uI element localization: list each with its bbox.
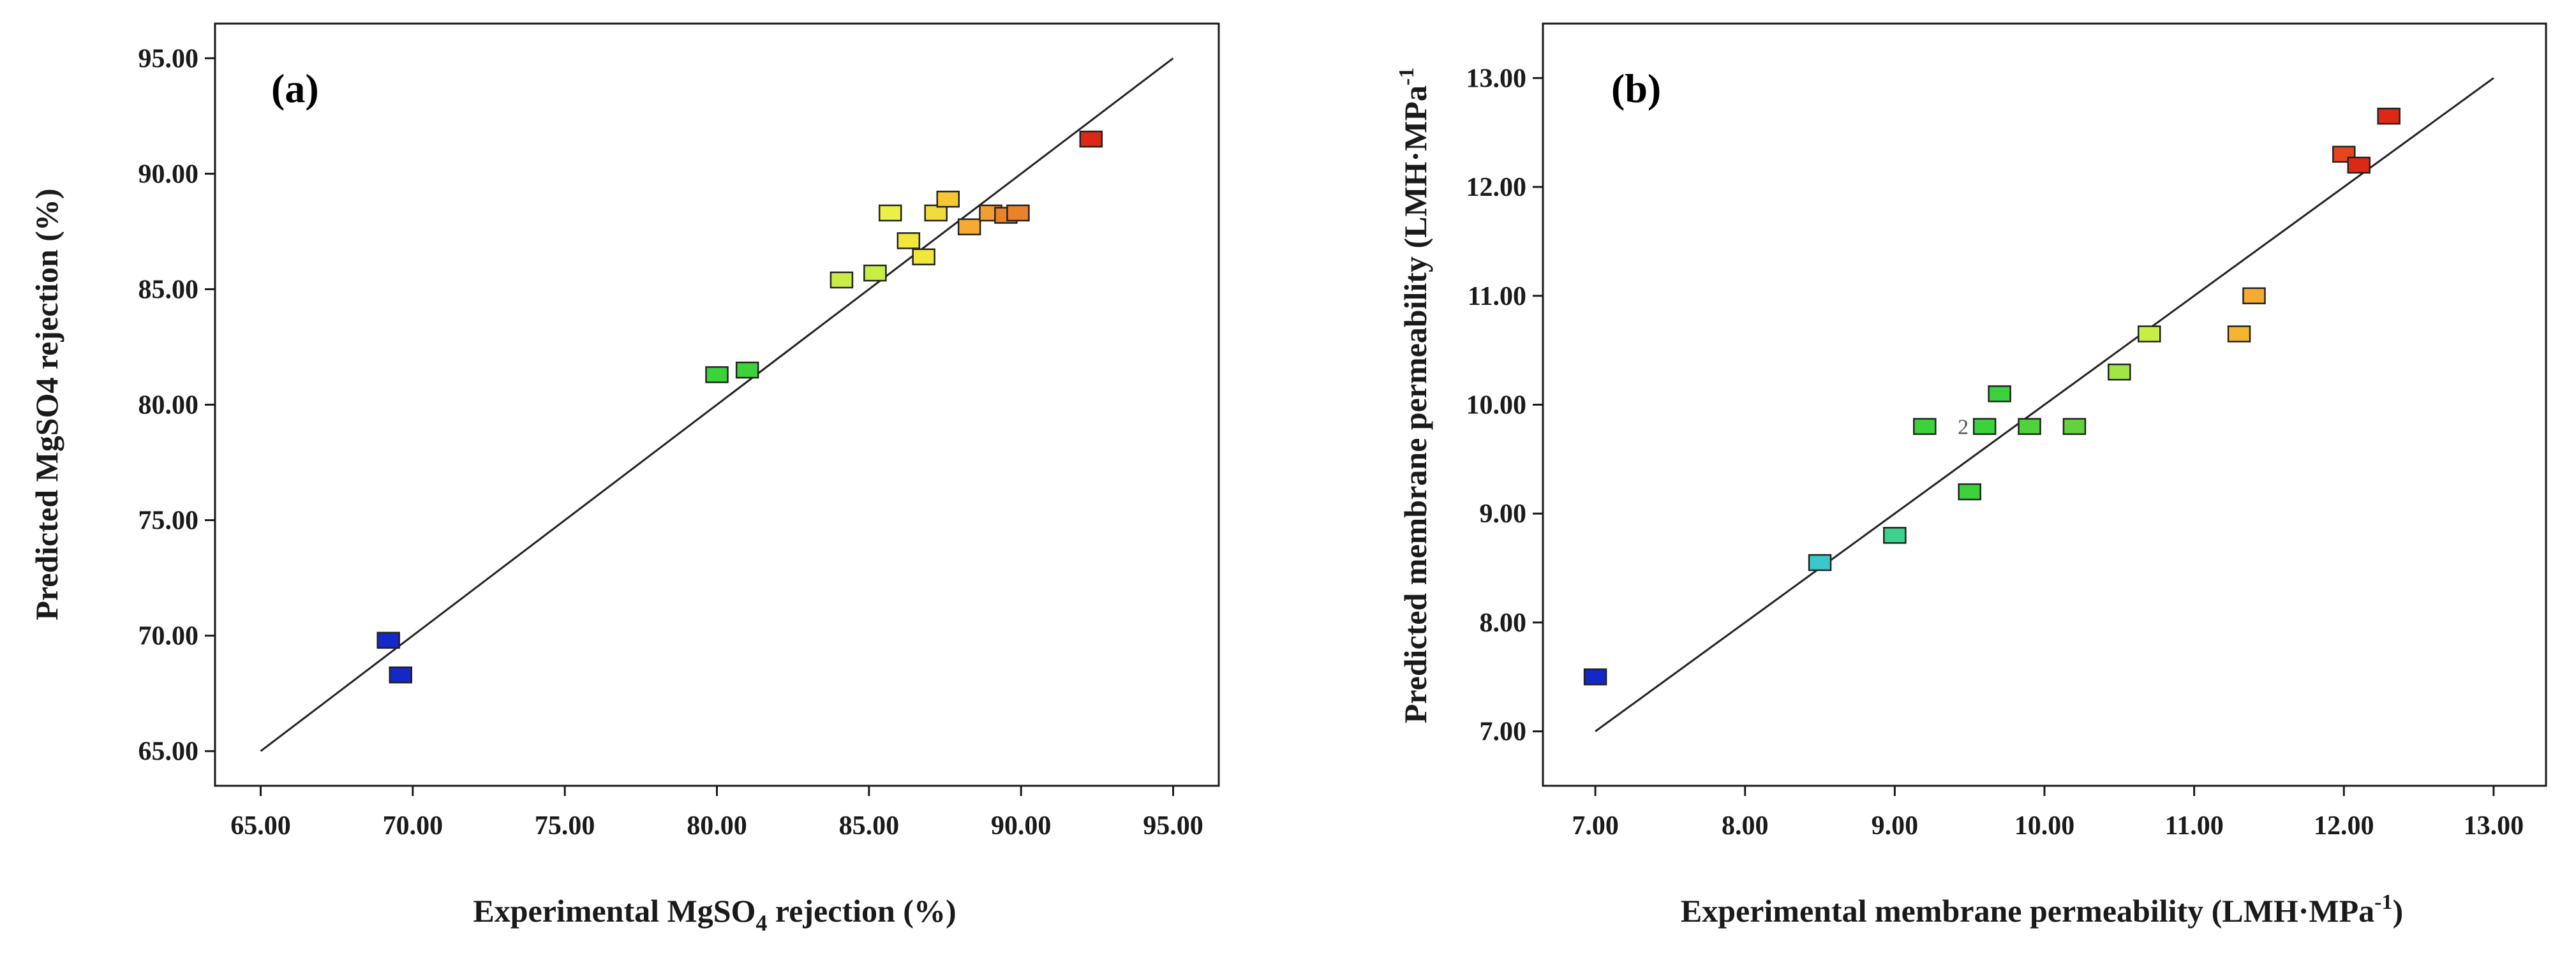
x-tick-label: 13.00 [2464,811,2524,841]
data-point [912,248,935,265]
y-tick-label: 8.00 [1480,608,1527,638]
y-tick-label: 95.00 [138,44,199,73]
data-point [376,631,400,649]
point-count-label: 2 [1958,416,1969,439]
y-tick-label: 13.00 [1466,64,1527,93]
y-tick-label: 70.00 [138,622,199,651]
data-point [2137,325,2161,343]
x-ticks-b: 7.00 8.00 9.00 10.00 11.00 12.00 13.00 [1572,786,2524,841]
data-point [2347,156,2371,174]
x-axis-label-a: Experimental MgSO4 rejection (%) [473,893,956,936]
data-point [1006,204,1030,222]
data-point [924,204,948,222]
points-b: 2 [1583,107,2401,686]
data-point [2018,418,2041,435]
y-tick-label: 75.00 [138,506,199,536]
data-point [1988,385,2011,402]
panel-a: 65.00 70.00 75.00 80.00 85.00 90.00 95.00 65.0… [29,22,1220,936]
x-tick-label: 70.00 [383,811,443,841]
x-tick-label: 80.00 [687,811,747,841]
x-axis-label-b: Experimental membrane permeability (LMH·… [1681,890,2403,929]
panel-label-b: (b) [1611,66,1661,111]
data-point [878,204,902,222]
data-point [1583,668,1607,686]
y-tick-label: 80.00 [138,391,199,420]
x-tick-label: 8.00 [1722,811,1769,841]
data-point [1079,130,1103,148]
data-point [830,271,854,289]
x-tick-label: 12.00 [2314,811,2374,841]
data-point [863,264,887,282]
x-tick-label: 75.00 [535,811,595,841]
y-tick-label: 90.00 [138,159,199,189]
x-ticks-a: 65.00 70.00 75.00 80.00 85.00 90.00 95.00 [230,786,1203,841]
data-point [1958,483,1981,501]
x-tick-label: 95.00 [1143,811,1203,841]
data-point [936,190,960,208]
y-tick-label: 7.00 [1480,718,1527,747]
data-point [1972,418,1997,435]
y-ticks-a: 65.00 70.00 75.00 80.00 85.00 90.00 95.00 [138,44,215,767]
panel-label-a: (a) [271,66,319,111]
points-a [376,130,1103,684]
y-ticks-b: 7.00 8.00 9.00 10.00 11.00 12.00 13.00 [1466,64,1543,747]
data-point [1913,418,1937,435]
data-point [1883,527,1907,544]
x-tick-label: 7.00 [1572,811,1619,841]
data-point [2242,287,2266,305]
y-tick-label: 11.00 [1468,282,1526,311]
y-tick-label: 9.00 [1480,499,1527,529]
panel-b: 7.00 8.00 9.00 10.00 11.00 12.00 13.00 7.00 8.0… [1395,22,2547,929]
reference-line-a [260,57,1174,752]
data-point [1808,554,1832,571]
data-point [735,361,759,379]
x-tick-label: 9.00 [1872,811,1919,841]
data-point [957,218,981,235]
x-tick-label: 90.00 [991,811,1052,841]
data-point [897,232,921,249]
x-tick-label: 65.00 [230,811,291,841]
y-tick-label: 85.00 [138,275,199,304]
data-point [2227,325,2251,343]
x-tick-label: 85.00 [839,811,900,841]
data-point [2377,107,2401,125]
y-axis-label-a: Predicted MgSO4 rejection (%) [29,188,64,620]
reference-line-b [1595,77,2494,732]
y-tick-label: 12.00 [1466,173,1527,202]
x-tick-label: 11.00 [2165,811,2224,841]
x-tick-label: 10.00 [2014,811,2075,841]
data-point [389,666,413,684]
data-point [2062,418,2087,435]
y-axis-label-b: Predicted membrane permeability (LMH·MPa… [1395,68,1433,724]
data-point [2108,364,2131,381]
y-tick-label: 10.00 [1466,391,1527,420]
y-tick-label: 65.00 [138,737,199,767]
data-point [705,366,729,383]
